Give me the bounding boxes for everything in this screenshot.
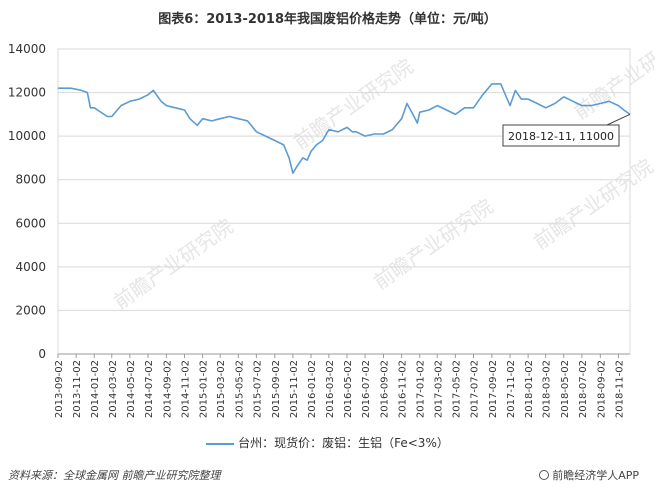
x-tick-label: 2014-11-02 (181, 360, 192, 418)
watermark-text: 前瞻产业研究院 (369, 194, 497, 294)
x-tick-label: 2015-05-02 (234, 360, 245, 418)
x-tick-label: 2017-07-02 (469, 360, 480, 418)
brand-text: 前瞻经济学人APP (552, 469, 639, 482)
x-tick-label: 2014-09-02 (162, 360, 173, 418)
y-tick-label: 8000 (15, 173, 46, 187)
x-tick-label: 2016-07-02 (361, 360, 372, 418)
y-tick-label: 14000 (8, 42, 46, 56)
watermark-text: 前瞻产业研究院 (289, 54, 417, 154)
x-tick-label: 2016-03-02 (325, 360, 336, 418)
x-tick-label: 2015-01-02 (199, 360, 210, 418)
annotation-label: 2018-12-11, 11000 (508, 130, 614, 143)
annotation-layer: 2018-12-11, 11000 (502, 113, 631, 147)
watermark-text: 前瞻产业研究院 (529, 154, 655, 254)
x-tick-label: 2015-07-02 (252, 360, 263, 418)
x-tick-label: 2014-05-02 (126, 360, 137, 418)
x-tick-label: 2015-11-02 (289, 360, 300, 418)
x-tick-label: 2017-09-02 (488, 360, 499, 418)
x-tick-label: 2016-01-02 (307, 360, 318, 418)
legend-label: 台州：现货价：废铝：生铝（Fe<3%） (238, 436, 449, 450)
brand-logo-icon (539, 470, 550, 480)
annotation-box (502, 124, 620, 147)
y-tick-label: 10000 (8, 129, 46, 143)
x-tick-label: 2018-05-02 (560, 360, 571, 418)
x-tick-label: 2014-03-02 (108, 360, 119, 418)
legend: 台州：现货价：废铝：生铝（Fe<3%） (0, 434, 655, 451)
x-tick-label: 2018-01-02 (524, 360, 535, 418)
legend-swatch (206, 442, 235, 445)
y-tick-label: 12000 (8, 86, 46, 100)
x-tick-label: 2013-11-02 (72, 360, 83, 418)
y-tick-label: 2000 (15, 303, 46, 317)
watermark-text: 前瞻产业研究院 (569, 24, 655, 124)
x-tick-label: 2013-09-02 (54, 360, 65, 418)
y-axis-ticks: 0 2000 4000 6000 8000 10000 12000 14000 (8, 42, 46, 361)
x-tick-label: 2018-09-02 (596, 360, 607, 418)
x-axis-ticks: 2013-09-02 2013-11-02 2014-01-02 2014-03-02… (54, 354, 625, 418)
x-tick-label: 2017-05-02 (451, 360, 462, 418)
x-tick-label: 2018-03-02 (542, 360, 553, 418)
x-tick-label: 2016-05-02 (343, 360, 354, 418)
gridlines (57, 48, 631, 355)
x-tick-label: 2014-01-02 (90, 360, 101, 418)
x-tick-label: 2015-09-02 (271, 360, 282, 418)
x-tick-label: 2017-11-02 (506, 360, 517, 418)
annotation-leader (606, 113, 631, 126)
y-tick-label: 4000 (15, 260, 46, 274)
y-tick-label: 6000 (15, 216, 46, 230)
source-note: 资料来源：全球金属网 前瞻产业研究院整理 (8, 469, 221, 482)
x-tick-label: 2017-03-02 (433, 360, 444, 418)
x-tick-label: 2018-07-02 (578, 360, 589, 418)
watermark-text: 前瞻产业研究院 (109, 214, 237, 314)
x-tick-label: 2017-01-02 (416, 360, 427, 418)
x-tick-label: 2018-11-02 (614, 360, 625, 418)
x-tick-label: 2016-09-02 (379, 360, 390, 418)
chart-title: 图表6：2013-2018年我国废铝价格走势（单位：元/吨） (158, 12, 497, 27)
footer: 资料来源：全球金属网 前瞻产业研究院整理 前瞻经济学人APP (0, 467, 655, 491)
x-tick-label: 2016-11-02 (398, 360, 409, 418)
series-line (58, 83, 631, 174)
brand-label: 前瞻经济学人APP (539, 467, 639, 483)
x-tick-label: 2015-03-02 (216, 360, 227, 418)
x-tick-label: 2014-07-02 (144, 360, 155, 418)
y-tick-label: 0 (38, 347, 46, 361)
series-layer (58, 83, 631, 174)
